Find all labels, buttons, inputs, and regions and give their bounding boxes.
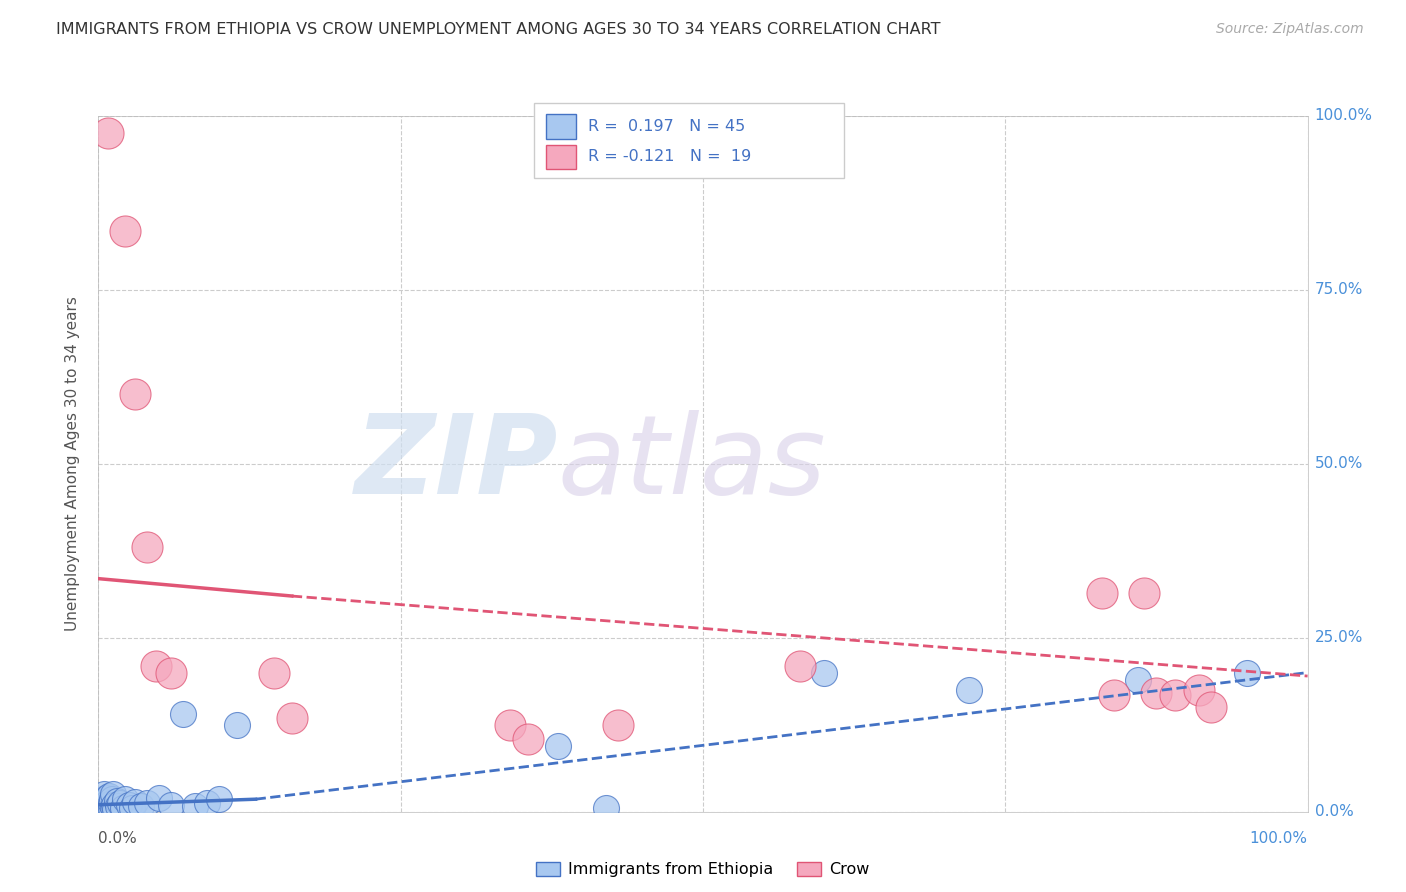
Point bbox=[129, 799, 152, 814]
Point bbox=[607, 717, 630, 731]
Point bbox=[145, 658, 167, 673]
Point bbox=[98, 799, 121, 814]
Text: ZIP: ZIP bbox=[354, 410, 558, 517]
Legend: Immigrants from Ethiopia, Crow: Immigrants from Ethiopia, Crow bbox=[530, 855, 876, 884]
Point bbox=[498, 717, 520, 731]
Text: 25.0%: 25.0% bbox=[1315, 631, 1362, 645]
Point bbox=[160, 665, 183, 680]
Point bbox=[1128, 673, 1150, 687]
Point bbox=[97, 800, 120, 814]
Point bbox=[97, 795, 120, 809]
Point bbox=[1236, 665, 1258, 680]
Text: atlas: atlas bbox=[558, 410, 827, 517]
Point bbox=[104, 802, 127, 816]
Point bbox=[114, 224, 136, 238]
Point bbox=[1199, 700, 1222, 714]
Point bbox=[160, 797, 183, 812]
Point bbox=[103, 797, 125, 812]
Point bbox=[124, 795, 146, 809]
Point bbox=[100, 792, 122, 806]
Y-axis label: Unemployment Among Ages 30 to 34 years: Unemployment Among Ages 30 to 34 years bbox=[65, 296, 80, 632]
Text: R = -0.121   N =  19: R = -0.121 N = 19 bbox=[588, 150, 751, 164]
Point bbox=[118, 797, 141, 812]
Text: 100.0%: 100.0% bbox=[1250, 831, 1308, 847]
Point bbox=[91, 792, 114, 806]
Point bbox=[208, 792, 231, 806]
Point bbox=[114, 792, 136, 806]
Text: 75.0%: 75.0% bbox=[1315, 283, 1362, 297]
Point bbox=[94, 801, 117, 815]
Point bbox=[1188, 683, 1211, 698]
Point bbox=[547, 739, 569, 753]
Point bbox=[91, 802, 114, 816]
Point bbox=[96, 797, 118, 812]
Point bbox=[135, 797, 157, 811]
Text: 0.0%: 0.0% bbox=[1315, 805, 1354, 819]
Point bbox=[1144, 686, 1167, 700]
Point bbox=[91, 797, 114, 811]
Point bbox=[1163, 688, 1185, 702]
Point bbox=[516, 731, 538, 746]
Text: R =  0.197   N = 45: R = 0.197 N = 45 bbox=[588, 120, 745, 134]
Point bbox=[111, 801, 134, 815]
Point bbox=[263, 665, 285, 680]
Point bbox=[108, 797, 131, 811]
Point bbox=[94, 794, 117, 808]
Point bbox=[195, 797, 218, 811]
Point bbox=[1091, 585, 1114, 599]
Point bbox=[107, 799, 129, 814]
Point bbox=[98, 789, 121, 804]
Point bbox=[1102, 688, 1125, 702]
Point bbox=[101, 800, 124, 814]
Point bbox=[121, 800, 143, 814]
Point bbox=[100, 801, 122, 815]
Point bbox=[135, 541, 157, 555]
Point bbox=[100, 797, 122, 811]
Point bbox=[148, 790, 170, 805]
Point bbox=[90, 799, 112, 814]
Point bbox=[93, 788, 115, 801]
Text: 0.0%: 0.0% bbox=[98, 831, 138, 847]
Text: 50.0%: 50.0% bbox=[1315, 457, 1362, 471]
Point bbox=[957, 683, 980, 698]
Point bbox=[91, 800, 114, 814]
Point bbox=[97, 127, 120, 141]
Text: 100.0%: 100.0% bbox=[1315, 109, 1372, 123]
Point bbox=[105, 794, 128, 808]
Point bbox=[226, 717, 249, 731]
Point bbox=[124, 387, 146, 401]
Point bbox=[184, 799, 207, 814]
Point bbox=[93, 799, 115, 814]
Point bbox=[172, 707, 194, 722]
Point bbox=[101, 788, 124, 801]
Point bbox=[789, 658, 811, 673]
Point bbox=[281, 711, 304, 725]
Point bbox=[813, 665, 835, 680]
Text: IMMIGRANTS FROM ETHIOPIA VS CROW UNEMPLOYMENT AMONG AGES 30 TO 34 YEARS CORRELAT: IMMIGRANTS FROM ETHIOPIA VS CROW UNEMPLO… bbox=[56, 22, 941, 37]
Text: Source: ZipAtlas.com: Source: ZipAtlas.com bbox=[1216, 22, 1364, 37]
Point bbox=[1133, 585, 1156, 599]
Point bbox=[595, 801, 617, 815]
Point bbox=[96, 790, 118, 805]
